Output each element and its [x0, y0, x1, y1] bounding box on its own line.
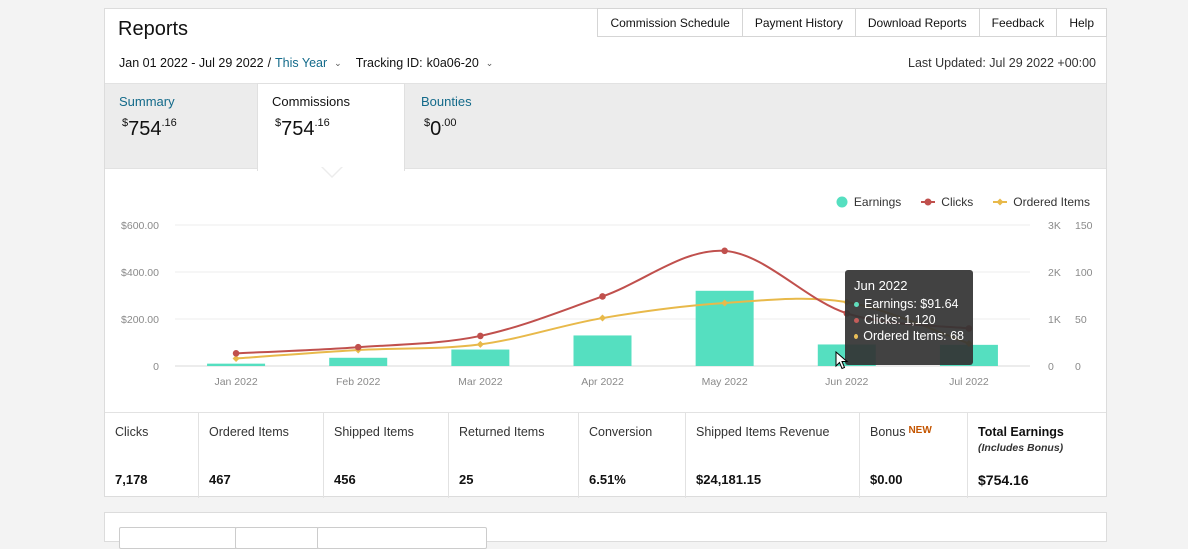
chevron-down-icon: ⌄ — [334, 57, 342, 68]
legend-ordered-items[interactable]: Ordered Items — [993, 195, 1090, 209]
clicks-line-icon — [921, 198, 936, 206]
help-link[interactable]: Help — [1057, 8, 1107, 37]
active-tab-arrow — [321, 166, 343, 178]
stat-shipped-items: Shipped Items 456 — [324, 413, 449, 498]
earnings-chart: 0 0 0 $200.00 1K 50 $400.00 2K 100 $600.00 3K 150 Ja… — [121, 220, 1093, 388]
tab-label: Bounties — [421, 94, 472, 109]
next-panel — [104, 512, 1107, 549]
tooltip-clicks: Clicks: 1,120 — [854, 313, 964, 327]
stat-ordered-items: Ordered Items 467 — [199, 413, 324, 498]
tooltip-earnings: Earnings: $91.64 — [854, 297, 964, 311]
clicks-axis-tick: 0 — [1048, 361, 1054, 373]
tracking-id-picker[interactable]: Tracking ID: k0a06-20 ⌄ — [356, 56, 494, 70]
top-links: Commission Schedule Payment History Down… — [597, 8, 1107, 38]
x-axis-label: Apr 2022 — [581, 376, 624, 388]
left-axis-tick: $200.00 — [121, 314, 159, 326]
tab-amount: $754.16 — [122, 117, 177, 140]
earnings-bar — [207, 363, 266, 366]
date-separator: / — [267, 56, 272, 70]
chart-tooltip: Jun 2022 Earnings: $91.64 Clicks: 1,120 … — [845, 270, 973, 365]
ordered-axis-tick: 0 — [1075, 361, 1081, 373]
stat-returned-items: Returned Items 25 — [449, 413, 579, 498]
x-axis-label: Jan 2022 — [214, 376, 257, 388]
clicks-axis-tick: 3K — [1048, 220, 1061, 232]
clicks-point — [477, 332, 484, 340]
tooltip-title: Jun 2022 — [854, 278, 908, 293]
tab-commissions[interactable]: Commissions $754.16 — [257, 83, 405, 171]
page-title: Reports — [118, 18, 189, 40]
legend-clicks[interactable]: Clicks — [921, 195, 973, 209]
summary-tabs: Summary $754.16 Commissions $754.16 Boun… — [105, 83, 1106, 171]
ordered-items-line-icon — [993, 198, 1008, 206]
stat-clicks: Clicks 7,178 — [105, 413, 199, 498]
date-preset: This Year — [275, 56, 328, 70]
tooltip-ordered-items: Ordered Items: 68 — [854, 329, 964, 343]
chevron-down-icon: ⌄ — [485, 57, 494, 68]
earnings-bar — [451, 349, 510, 366]
feedback-link[interactable]: Feedback — [979, 8, 1058, 37]
clicks-axis-tick: 1K — [1048, 314, 1061, 326]
clicks-point — [354, 343, 362, 351]
x-axis-label: Jun 2022 — [825, 376, 868, 388]
clicks-point — [232, 350, 240, 357]
next-panel-tab — [119, 527, 237, 549]
legend-earnings[interactable]: Earnings — [836, 195, 901, 209]
stats-row: Clicks 7,178 Ordered Items 467 Shipped Ite… — [105, 412, 1106, 498]
ordered-items-point — [476, 340, 484, 348]
date-range-picker[interactable]: Jan 01 2022 - Jul 29 2022 / This Year ⌄ — [119, 56, 342, 70]
ordered-axis-tick: 50 — [1075, 314, 1087, 326]
new-badge: NEW — [908, 425, 932, 436]
earnings-bar — [329, 357, 388, 366]
clicks-point — [721, 247, 728, 255]
tab-label: Commissions — [272, 94, 351, 109]
earnings-bar — [573, 335, 632, 366]
x-axis-label: Jul 2022 — [949, 376, 989, 388]
tab-amount: $0.00 — [424, 117, 457, 140]
tracking-id-label: Tracking ID: — [355, 56, 423, 70]
x-axis-label: Feb 2022 — [336, 376, 381, 388]
tracking-id-value: k0a06-20 — [426, 56, 479, 70]
ordered-axis-tick: 100 — [1075, 267, 1093, 279]
next-panel-tab — [317, 527, 487, 549]
tab-summary[interactable]: Summary $754.16 — [105, 84, 253, 168]
ordered-items-point — [599, 314, 606, 322]
stat-conversion: Conversion 6.51% — [579, 413, 686, 498]
last-updated: Last Updated: Jul 29 2022 +00:00 — [908, 56, 1096, 70]
left-axis-tick: $600.00 — [121, 220, 159, 232]
filter-bar: Jan 01 2022 - Jul 29 2022 / This Year ⌄ … — [119, 56, 493, 70]
stat-shipped-revenue: Shipped Items Revenue $24,181.15 — [686, 413, 860, 498]
clicks-point — [599, 293, 606, 300]
date-range-text: Jan 01 2022 - Jul 29 2022 — [119, 56, 264, 70]
commission-schedule-link[interactable]: Commission Schedule — [597, 8, 743, 37]
reports-panel: Reports Commission Schedule Payment Hist… — [104, 8, 1107, 498]
mouse-pointer-icon — [835, 351, 849, 370]
stat-bonus: Bonus NEW $0.00 — [860, 413, 968, 498]
left-axis-tick: $400.00 — [121, 267, 159, 279]
x-axis-label: May 2022 — [702, 376, 748, 388]
payment-history-link[interactable]: Payment History — [742, 8, 856, 37]
earnings-dot-icon — [836, 196, 848, 208]
stat-total-earnings: Total Earnings (Includes Bonus) $754.16 — [978, 425, 1064, 488]
clicks-axis-tick: 2K — [1048, 267, 1061, 279]
tab-label: Summary — [119, 94, 175, 109]
x-axis-label: Mar 2022 — [458, 376, 503, 388]
left-axis-tick: 0 — [153, 361, 159, 373]
tab-bounties[interactable]: Bounties $0.00 — [407, 84, 555, 168]
download-reports-link[interactable]: Download Reports — [855, 8, 980, 37]
ordered-items-point — [721, 299, 729, 307]
chart-legend: Earnings Clicks Ordered Items — [836, 195, 1090, 209]
tab-amount: $754.16 — [275, 117, 330, 140]
next-panel-tab — [235, 527, 319, 549]
ordered-items-point — [232, 354, 240, 362]
ordered-axis-tick: 150 — [1075, 220, 1093, 232]
